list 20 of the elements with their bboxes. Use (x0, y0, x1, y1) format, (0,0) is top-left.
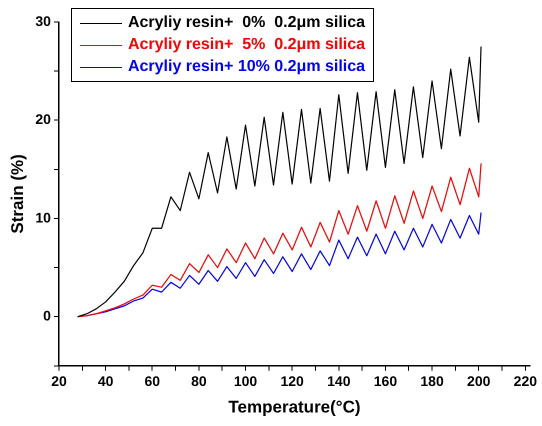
legend-label: Acryliy resin+ 10% 0.2μm silica (128, 57, 366, 77)
x-tick-label: 120 (280, 373, 304, 390)
x-axis-title: Temperature(°C) (228, 397, 361, 416)
x-tick-label: 40 (98, 373, 114, 390)
x-tick-label: 140 (327, 373, 351, 390)
y-tick-label: 0 (43, 308, 52, 324)
x-tick-label: 180 (420, 373, 444, 390)
x-tick-label: 80 (191, 373, 207, 390)
x-tick-label: 100 (234, 373, 258, 390)
x-tick-label: 160 (374, 373, 398, 390)
x-tick-label: 220 (514, 373, 538, 390)
x-tick-label: 200 (467, 373, 491, 390)
y-tick-label: 30 (35, 12, 52, 29)
legend-label: Acryliy resin+ 5% 0.2μm silica (128, 35, 366, 55)
legend-label: Acryliy resin+ 0% 0.2μm silica (128, 13, 366, 33)
y-tick-label: 20 (35, 111, 52, 128)
x-tick-label: 20 (51, 373, 67, 390)
x-tick-label: 60 (144, 373, 160, 390)
y-axis-title: Strain (%) (8, 154, 27, 234)
y-tick-label: 10 (35, 209, 52, 226)
